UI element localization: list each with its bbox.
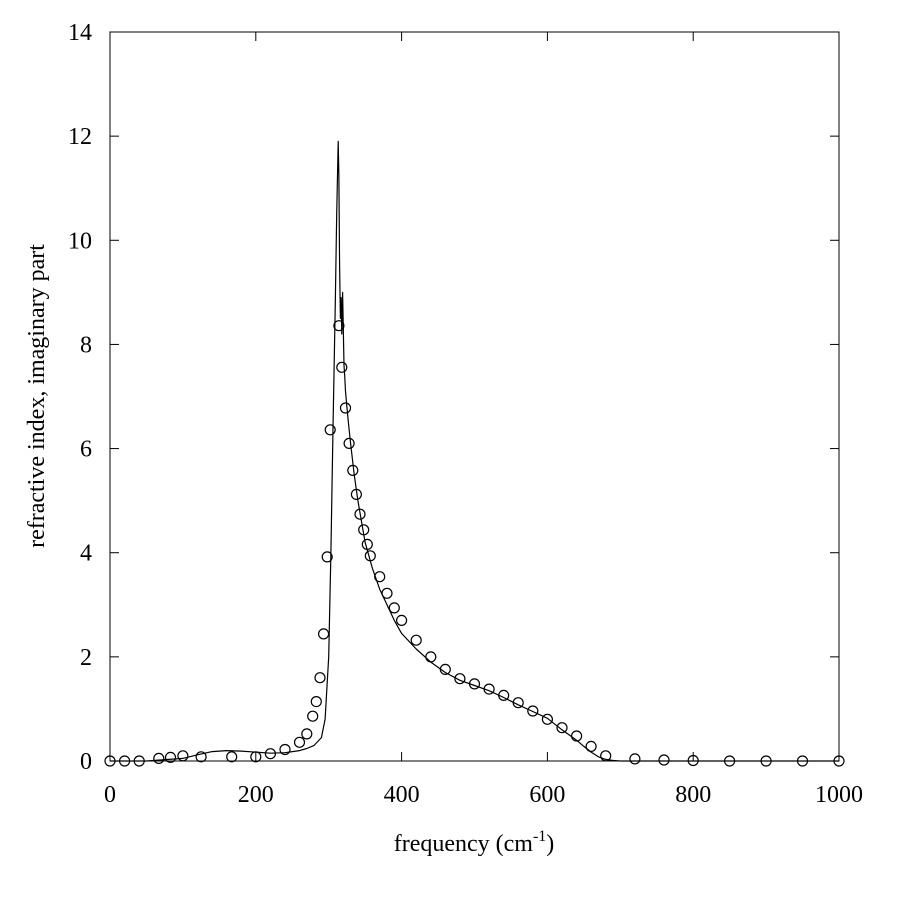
x-axis-title: frequency (cm-1)	[394, 828, 555, 857]
data-point	[374, 571, 386, 583]
data-point	[118, 755, 131, 767]
data-point	[388, 602, 400, 614]
series-line-calculated	[110, 140, 839, 762]
data-point	[164, 751, 177, 764]
data-point	[723, 755, 736, 767]
data-point	[333, 320, 345, 332]
y-tick-label: 10	[68, 228, 92, 254]
data-point	[301, 728, 313, 740]
data-point	[512, 697, 524, 709]
data-point	[600, 750, 612, 762]
data-point	[226, 751, 238, 763]
data-point	[361, 538, 373, 551]
data-point	[307, 710, 319, 722]
y-tick-label: 0	[80, 749, 92, 775]
data-point	[454, 673, 466, 685]
data-point	[153, 752, 165, 765]
data-point	[796, 755, 809, 767]
data-point	[336, 361, 348, 373]
data-point	[104, 755, 116, 767]
data-point	[585, 740, 597, 753]
data-point	[439, 663, 451, 676]
y-tick-label: 12	[68, 124, 92, 150]
data-point	[195, 751, 207, 763]
x-tick-label: 400	[384, 782, 420, 808]
data-point	[396, 614, 408, 627]
data-point	[350, 488, 362, 500]
data-point	[250, 751, 262, 763]
x-tick-label: 0	[104, 782, 116, 808]
data-point	[314, 672, 326, 684]
data-point	[343, 437, 355, 449]
data-point	[293, 736, 306, 748]
data-point	[498, 689, 510, 702]
plot-frame	[109, 31, 840, 762]
data-point	[279, 743, 291, 756]
x-axis-title-superscript: -1	[533, 828, 546, 845]
series-points-measured	[104, 320, 845, 767]
y-axis-title: refractive index, imaginary part	[24, 244, 50, 548]
data-point	[570, 730, 583, 742]
data-point	[833, 755, 845, 767]
data-point	[310, 695, 322, 708]
y-tick-label: 2	[80, 645, 92, 671]
axis-ticks	[109, 31, 840, 762]
data-point	[658, 754, 670, 766]
y-tick-label: 14	[68, 20, 92, 46]
data-point	[425, 651, 437, 663]
data-point	[760, 755, 772, 767]
data-point	[629, 753, 641, 765]
data-point	[527, 705, 539, 717]
data-point	[321, 551, 333, 563]
data-point	[339, 402, 352, 414]
data-point	[556, 722, 568, 734]
data-point	[177, 750, 189, 762]
data-point	[324, 424, 336, 436]
data-point	[264, 748, 276, 760]
y-tick-label: 8	[80, 332, 92, 358]
data-point	[483, 683, 495, 695]
axis-tick-labels: 0 200 400 600 800 1000 0 2 4 6 8 10 12 14	[68, 20, 863, 808]
data-point	[358, 524, 370, 536]
data-point	[354, 508, 366, 520]
data-point	[381, 587, 393, 599]
data-point	[318, 628, 330, 640]
data-point	[347, 464, 359, 476]
data-point	[468, 678, 481, 690]
x-tick-label: 600	[529, 782, 565, 808]
x-axis-title-suffix: )	[546, 831, 554, 857]
x-tick-label: 800	[675, 782, 711, 808]
data-point	[410, 634, 422, 646]
data-point	[364, 550, 376, 562]
data-point	[687, 754, 699, 767]
y-tick-label: 4	[80, 541, 92, 567]
series-layer	[104, 140, 845, 767]
x-axis-title-main: frequency (cm	[394, 831, 534, 857]
y-tick-label: 6	[80, 437, 92, 463]
x-tick-label: 200	[238, 782, 274, 808]
data-point	[541, 713, 554, 725]
data-point	[133, 755, 145, 767]
x-tick-label: 1000	[815, 782, 863, 808]
